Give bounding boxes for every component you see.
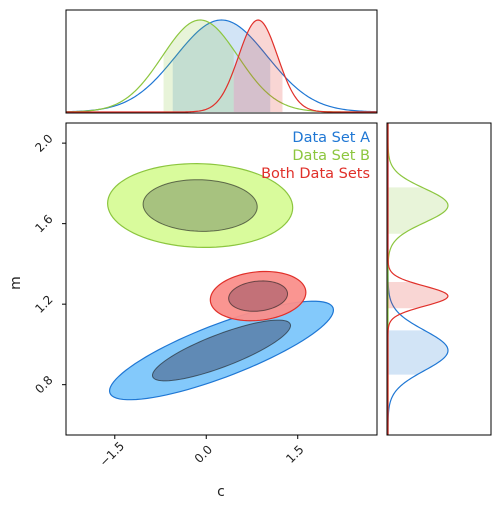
y-axis: 0.8 1.2 1.6 2.0 (32, 131, 66, 396)
m-marginal-curve-both-data-sets (387, 123, 449, 435)
m-marginal-layer (387, 123, 449, 435)
legend: Data Set A Data Set B Both Data Sets (261, 130, 370, 182)
legend-entry-data-set-b: Data Set B (292, 148, 370, 164)
x-tick-label: −1.5 (97, 439, 128, 470)
c-marginal-fill-data-set-a (172, 20, 271, 112)
c-marginal-fill-data-set-b (163, 20, 234, 112)
y-tick-label: 0.8 (32, 373, 55, 396)
m-marginal-fill-data-set-b (388, 187, 448, 234)
y-tick-label: 2.0 (32, 131, 55, 154)
m-marginal-curve-data-set-a (387, 123, 449, 435)
legend-entry-both-data-sets: Both Data Sets (261, 166, 370, 182)
y-tick-label: 1.2 (32, 292, 55, 315)
m-marginal-fill-data-set-a (388, 330, 448, 375)
y-axis-label: m (8, 276, 24, 290)
m-marginal-curve-data-set-b (387, 123, 449, 435)
x-tick-label: 0.0 (192, 442, 215, 465)
contour-68-data-set-a (151, 319, 292, 382)
c-marginal-fill-both-data-sets (233, 20, 283, 112)
m-marginal-fill-both-data-sets (388, 282, 448, 309)
x-tick-label: 1.5 (283, 442, 306, 465)
contour-layer (107, 163, 335, 401)
c-marginal-curve-data-set-a (66, 19, 377, 113)
main-plot-frame (65, 122, 378, 436)
y-tick-label: 1.6 (32, 212, 55, 235)
legend-entry-data-set-a: Data Set A (292, 130, 370, 146)
c-marginal-curve-both-data-sets (66, 19, 377, 113)
top-marginal-frame (65, 9, 378, 114)
contour-68-data-set-b (142, 179, 258, 232)
c-marginal-layer (66, 19, 377, 113)
x-axis-label: c (217, 484, 225, 500)
x-axis: −1.5 0.0 1.5 (97, 435, 307, 469)
right-marginal-frame (386, 122, 492, 436)
contour-68-both-data-sets (228, 280, 289, 312)
